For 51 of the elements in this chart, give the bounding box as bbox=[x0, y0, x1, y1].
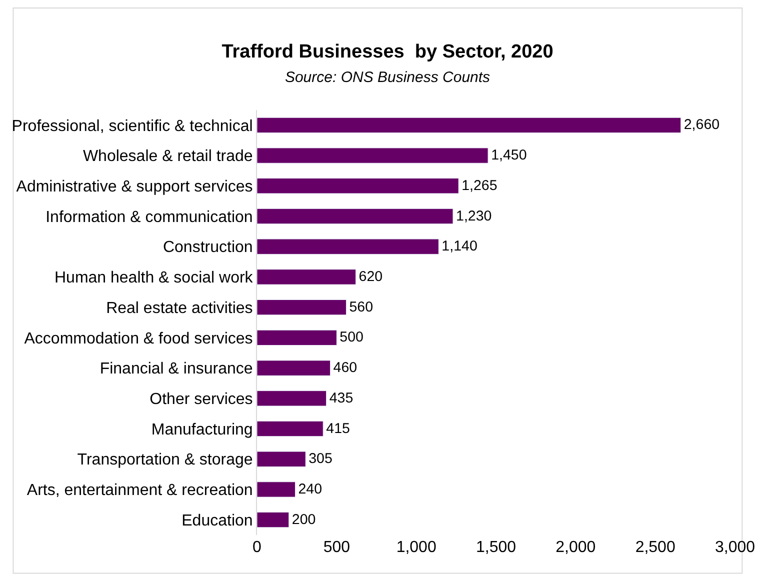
x-tick-label: 1,500 bbox=[476, 539, 516, 556]
y-tick-label: Information & communication bbox=[46, 208, 253, 226]
bar bbox=[257, 330, 337, 346]
y-tick-label: Real estate activities bbox=[106, 300, 253, 317]
data-label: 240 bbox=[298, 481, 322, 498]
y-tick-label: Human health & social work bbox=[54, 270, 254, 287]
y-tick-label: Financial & insurance bbox=[100, 360, 253, 378]
data-label: 460 bbox=[333, 360, 358, 376]
data-label: 415 bbox=[326, 420, 350, 437]
data-label: 1,450 bbox=[491, 148, 527, 164]
x-tick-label: 3,000 bbox=[714, 539, 756, 556]
y-tick-label: Wholesale & retail trade bbox=[82, 148, 253, 166]
y-tick-label: Construction bbox=[162, 239, 253, 256]
data-label: 200 bbox=[292, 512, 316, 528]
chart-subtitle: Source: ONS Business Counts bbox=[284, 69, 491, 86]
bar bbox=[257, 238, 439, 254]
data-label: 435 bbox=[329, 390, 354, 406]
bar bbox=[257, 269, 356, 285]
data-label: 620 bbox=[358, 268, 383, 285]
y-tick-label: Manufacturing bbox=[151, 421, 253, 438]
bar bbox=[257, 178, 459, 194]
bar bbox=[257, 148, 488, 164]
y-tick-label: Other services bbox=[150, 390, 253, 408]
bar bbox=[257, 390, 327, 406]
y-tick-label: Education bbox=[182, 512, 253, 530]
chart-title: Trafford Businesses by Sector, 2020 bbox=[222, 42, 554, 62]
data-label: 1,230 bbox=[456, 208, 492, 224]
bar bbox=[257, 299, 346, 316]
data-label: 500 bbox=[340, 330, 364, 346]
bar bbox=[257, 360, 331, 376]
x-tick-label: 2,000 bbox=[556, 539, 596, 556]
bar bbox=[257, 117, 682, 134]
x-tick-label: 1,000 bbox=[396, 539, 436, 556]
y-tick-label: Accommodation & food services bbox=[24, 330, 253, 348]
data-label: 560 bbox=[349, 299, 374, 316]
x-tick-label: 0 bbox=[252, 539, 262, 556]
data-label: 2,660 bbox=[684, 117, 720, 134]
bar bbox=[257, 512, 290, 528]
data-label: 1,265 bbox=[462, 178, 498, 194]
data-label: 305 bbox=[308, 451, 332, 468]
bar bbox=[257, 208, 454, 224]
y-tick-label: Arts, entertainment & recreation bbox=[26, 482, 253, 500]
data-label: 1,140 bbox=[442, 238, 478, 255]
bar bbox=[257, 451, 306, 467]
x-tick-label: 2,500 bbox=[635, 539, 676, 556]
y-tick-label: Professional, scientific & technical bbox=[12, 118, 253, 135]
y-tick-label: Transportation & storage bbox=[77, 452, 253, 469]
bar bbox=[257, 482, 296, 498]
x-tick-label: 500 bbox=[323, 539, 350, 556]
bar bbox=[257, 420, 324, 437]
y-tick-label: Administrative & support services bbox=[16, 178, 253, 196]
